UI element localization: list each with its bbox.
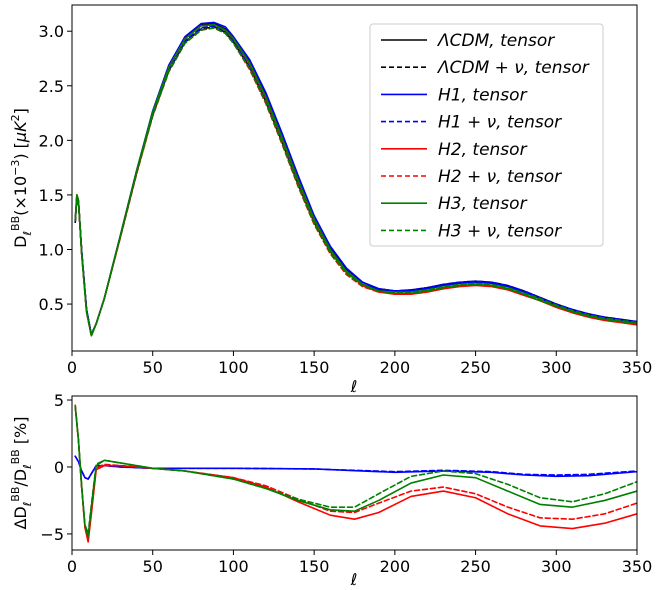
bottom-series-line-4 [74,405,637,538]
bottom-x-tick-label: 150 [299,557,330,576]
bottom-series-line-1 [74,455,637,480]
top-x-tick-label: 200 [380,358,411,377]
legend: ΛCDM, tensor ΛCDM + ν, tensor H1, tensor H1… [369,23,604,247]
legend-label-7: H3 + ν, tensor [438,221,562,241]
top-series-line-7 [74,27,637,337]
top-y-tick-label: 2.0 [39,131,64,150]
bottom-x-tick-label: 0 [67,557,77,576]
bottom-x-tick-label: 350 [622,557,653,576]
legend-box [369,23,604,247]
bottom-x-ticks: 0 50 100 150 200 250 300 350 [67,550,652,576]
bottom-x-tick-label: 100 [218,557,249,576]
legend-label-1: ΛCDM + ν, tensor [436,58,590,78]
bottom-x-tick-label: 50 [143,557,163,576]
legend-label-2: H1, tensor [438,85,528,105]
bottom-series-line-5 [74,405,637,535]
bottom-x-tick-label: 300 [541,557,572,576]
top-x-tick-label: 350 [622,358,653,377]
top-x-tick-label: 300 [541,358,572,377]
top-x-axis-label: ℓ [350,377,358,396]
top-y-tick-label: 1.5 [39,186,64,205]
top-x-tick-label: 250 [460,358,491,377]
legend-label-3: H1 + ν, tensor [438,113,562,133]
bottom-y-tick-label: −5 [40,525,64,544]
legend-label-0: ΛCDM, tensor [436,31,555,51]
top-x-ticks: 0 50 100 150 200 250 300 350 [67,351,652,377]
legend-label-4: H2, tensor [438,140,528,160]
top-series-lines [74,21,637,337]
bottom-panel: 0 50 100 150 200 250 300 350 −505 ℓ ΔDℓBB/DℓBB … [9,391,652,589]
bottom-y-tick-label: 5 [54,391,64,410]
top-y-tick-label: 1.0 [39,240,64,259]
top-y-tick-label: 3.0 [39,22,64,41]
bottom-y-axis-label: ΔDℓBB/DℓBB [%] [9,416,34,529]
top-plot-frame [71,4,638,352]
bottom-y-tick-label: 0 [54,458,64,477]
top-x-tick-label: 50 [143,358,163,377]
bottom-x-tick-label: 250 [460,557,491,576]
top-y-tick-label: 0.5 [39,295,64,314]
bottom-x-tick-label: 200 [380,557,411,576]
top-x-tick-label: 100 [218,358,249,377]
top-y-ticks: 0.5 1.0 1.5 2.0 2.5 3.0 [39,22,72,314]
legend-label-6: H3, tensor [438,194,528,214]
bottom-plot-frame [71,395,638,551]
top-panel: 0 50 100 150 200 250 300 350 0.5 1.0 1.5 2.0 2.5 3.0… [9,4,652,396]
bottom-y-ticks: −5 0 5 [40,391,72,544]
bottom-series-line-2 [74,404,637,543]
bottom-series-line-3 [74,404,637,541]
legend-label-5: H2 + ν, tensor [438,167,562,187]
bottom-x-axis-label: ℓ [350,570,358,589]
top-x-tick-label: 150 [299,358,330,377]
top-y-axis-label: DℓBB(×10−3) [μK2] [9,108,34,248]
bottom-series-lines [74,404,637,543]
top-x-tick-label: 0 [67,358,77,377]
top-y-tick-label: 2.5 [39,77,64,96]
top-series-line-3 [74,24,637,336]
